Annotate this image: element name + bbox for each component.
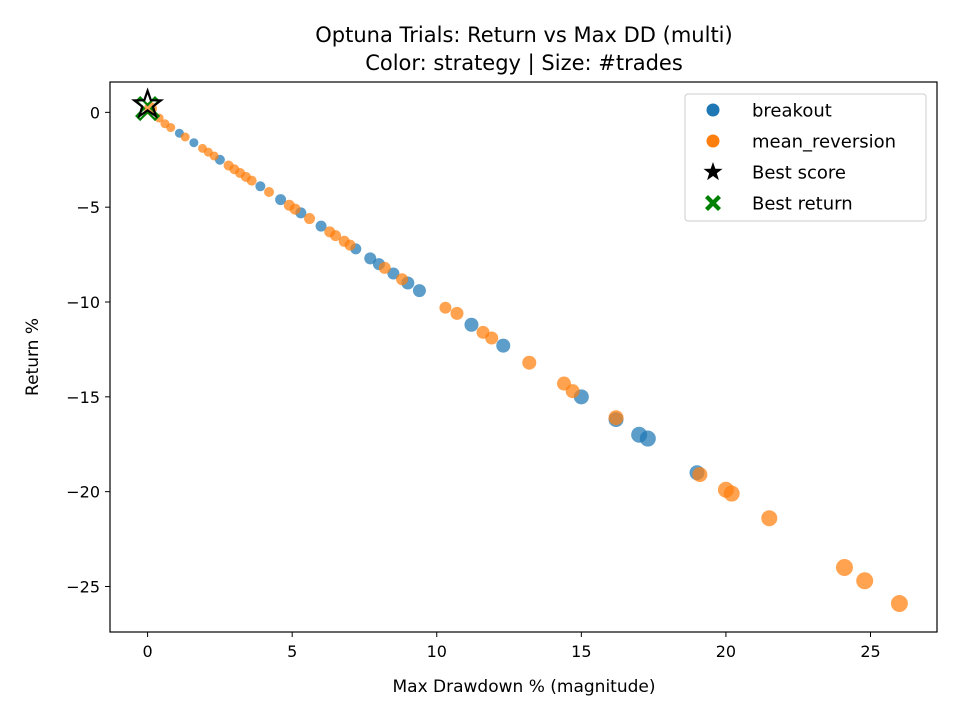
point-breakout: [275, 194, 287, 206]
point-mean-reversion: [856, 572, 874, 590]
point-mean-reversion: [439, 301, 452, 314]
y-tick-label: 0: [90, 103, 100, 122]
point-mean-reversion: [835, 559, 853, 577]
y-tick-label: −20: [66, 483, 100, 502]
point-mean-reversion: [378, 261, 391, 274]
legend-mean-reversion-swatch: [706, 134, 720, 148]
y-tick-label: −15: [66, 388, 100, 407]
point-breakout: [496, 338, 511, 353]
point-breakout: [464, 317, 479, 332]
point-mean-reversion: [522, 355, 537, 370]
point-breakout: [189, 138, 199, 148]
point-mean-reversion: [761, 510, 778, 527]
legend: breakout mean_reversion Best score Best ret…: [684, 93, 927, 222]
chart-title-line-1: Optuna Trials: Return vs Max DD (multi): [315, 23, 732, 47]
x-tick-label: 20: [716, 642, 736, 661]
legend-box: [684, 93, 927, 222]
data-points: [143, 102, 908, 613]
legend-best-return-swatch: [705, 195, 721, 211]
point-mean-reversion: [485, 331, 499, 345]
best-return-marker: [135, 95, 161, 122]
point-mean-reversion: [344, 239, 356, 251]
legend-best-score-entry: Best score: [703, 162, 846, 184]
point-mean-reversion: [692, 467, 708, 483]
y-tick-label: −5: [76, 198, 100, 217]
legend-best-score-swatch: [703, 162, 723, 181]
point-breakout: [255, 181, 266, 192]
point-mean-reversion: [450, 306, 464, 320]
x-tick-label: 10: [427, 642, 447, 661]
point-breakout: [364, 252, 377, 265]
point-mean-reversion: [565, 384, 580, 399]
point-mean-reversion: [246, 175, 257, 186]
point-mean-reversion: [890, 595, 908, 613]
legend-best-return-entry: Best return: [705, 194, 853, 215]
point-mean-reversion: [396, 273, 409, 286]
legend-breakout-swatch: [706, 103, 720, 117]
point-breakout: [639, 430, 656, 447]
point-mean-reversion: [723, 485, 740, 502]
best-score-marker: [131, 87, 165, 119]
chart-title-line-2: Color: strategy | Size: #trades: [365, 51, 683, 76]
legend-best-return-label: Best return: [752, 194, 853, 215]
point-breakout: [387, 267, 400, 280]
legend-items: breakout mean_reversion Best score Best ret…: [703, 101, 896, 215]
legend-mean-reversion-label: mean_reversion: [752, 132, 896, 153]
point-mean-reversion: [264, 187, 275, 197]
point-mean-reversion: [166, 123, 176, 133]
point-breakout: [412, 284, 426, 298]
legend-best-score-label: Best score: [752, 163, 846, 184]
y-tick-label: −25: [66, 577, 100, 596]
y-tick-label: −10: [66, 293, 100, 312]
point-mean-reversion: [289, 203, 301, 215]
legend-breakout-label: breakout: [752, 101, 832, 122]
point-mean-reversion: [209, 151, 219, 161]
plot-frame: [109, 81, 938, 633]
point-breakout: [315, 220, 327, 232]
y-axis-label: Return %: [23, 318, 43, 396]
x-tick-label: 25: [860, 642, 880, 661]
legend-breakout-entry: breakout: [706, 101, 832, 122]
x-tick-label: 15: [571, 642, 591, 661]
point-mean-reversion: [330, 230, 342, 242]
point-mean-reversion: [608, 410, 624, 426]
axes: 0 5 10 15 20 25 0 −5 −10 −15 −20 −25: [66, 103, 880, 661]
point-mean-reversion: [304, 213, 316, 225]
point-mean-reversion: [180, 132, 190, 142]
x-tick-label: 5: [287, 642, 297, 661]
x-axis-label: Max Drawdown % (magnitude): [392, 677, 655, 697]
best-markers: [131, 87, 165, 122]
legend-mean-reversion-entry: mean_reversion: [706, 132, 896, 153]
x-tick-label: 0: [142, 642, 152, 661]
